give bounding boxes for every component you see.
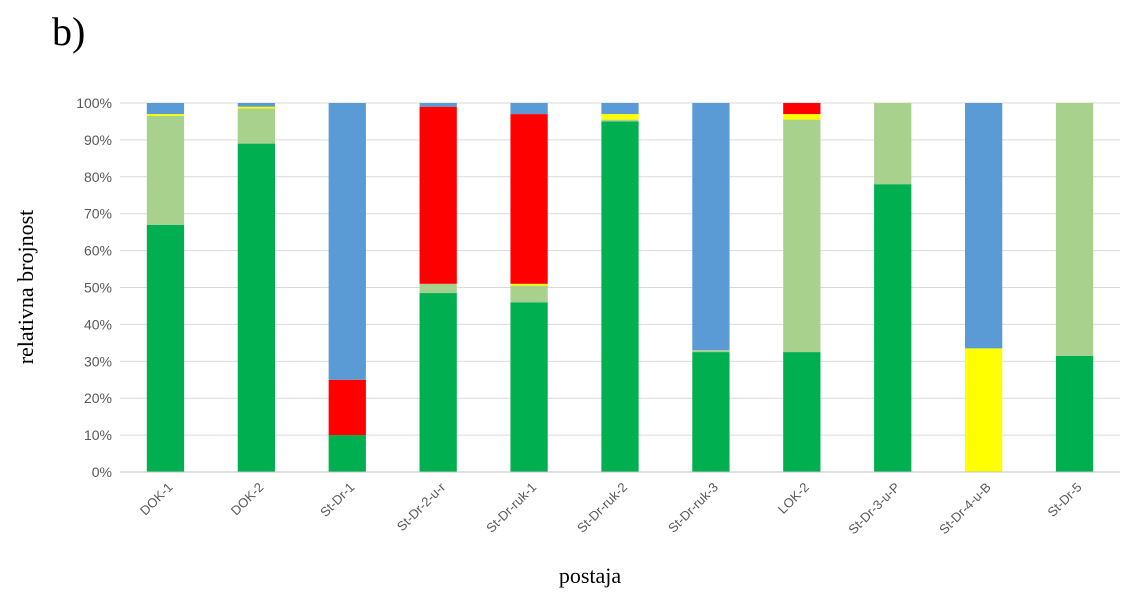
x-tick-label-DOK-2: DOK-2: [228, 480, 267, 519]
bar-segment-DOK-1-series-2: [146, 115, 185, 225]
bar-segment-St-Dr-2-u-r-series-4: [419, 106, 457, 284]
bar-segment-St-Dr-ruk-1-series-2: [510, 285, 548, 303]
y-tick-label-10: 10%: [84, 427, 112, 443]
bar-stack-DOK-2: [237, 103, 275, 472]
bar-stack-DOK-1: [146, 103, 185, 472]
y-tick-label-60: 60%: [84, 243, 112, 259]
x-tick-label-St-Dr-4-u-B: St-Dr-4-u-B: [936, 480, 994, 538]
x-axis-category-labels: DOK-1 DOK-2 St-Dr-1 St-Dr-2-u-r St-Dr-ruk-1 S…: [137, 479, 1085, 537]
bar-segment-St-Dr-ruk-3-series-1: [692, 352, 730, 472]
bar-segment-St-Dr-ruk-2-series-3: [601, 114, 639, 120]
bar-segment-St-Dr-4-u-B-series-5: [965, 103, 1003, 349]
x-tick-label-St-Dr-2-u-r: St-Dr-2-u-r: [394, 479, 449, 534]
bar-segment-St-Dr-2-u-r-series-2: [419, 283, 457, 294]
bar-segment-St-Dr-ruk-3-series-2: [692, 350, 730, 353]
bar-segment-LOK-2-series-4: [783, 103, 821, 115]
bar-segment-DOK-2-series-5: [237, 103, 275, 107]
bars: [146, 103, 1094, 472]
bar-segment-DOK-2-series-2: [237, 108, 275, 144]
bar-segment-St-Dr-ruk-1-series-1: [510, 302, 548, 472]
bar-segment-St-Dr-3-u-P-series-2: [874, 103, 912, 185]
bar-segment-St-Dr-2-u-r-series-5: [419, 103, 457, 107]
x-tick-label-St-Dr-ruk-2: St-Dr-ruk-2: [574, 480, 630, 536]
bar-segment-St-Dr-3-u-P-series-1: [874, 184, 912, 472]
bar-segment-St-Dr-ruk-2-series-1: [601, 121, 639, 472]
bar-stack-St-Dr-ruk-3: [692, 103, 730, 472]
bar-stack-St-Dr-1: [328, 103, 366, 472]
y-tick-label-70: 70%: [84, 206, 112, 222]
bar-segment-DOK-2-series-3: [237, 106, 275, 109]
y-axis-ticks: 0% 10% 20% 30% 40% 50% 60% 70% 80% 90% 100%: [76, 95, 112, 480]
bar-segment-St-Dr-ruk-1-series-5: [510, 103, 548, 115]
bar-segment-St-Dr-5-series-2: [1055, 103, 1094, 356]
y-tick-label-40: 40%: [84, 316, 112, 332]
bar-segment-LOK-2-series-2: [783, 119, 821, 353]
bar-stack-St-Dr-ruk-2: [601, 103, 639, 472]
bar-segment-St-Dr-ruk-2-series-5: [601, 103, 639, 115]
y-tick-label-90: 90%: [84, 132, 112, 148]
bar-segment-DOK-1-series-1: [146, 224, 185, 472]
bar-stack-St-Dr-ruk-1: [510, 103, 548, 472]
x-tick-label-St-Dr-3-u-P: St-Dr-3-u-P: [845, 480, 903, 538]
bar-stack-St-Dr-5: [1055, 103, 1094, 472]
bar-segment-St-Dr-4-u-B-series-3: [965, 348, 1003, 472]
bar-segment-LOK-2-series-1: [783, 352, 821, 472]
bar-stack-St-Dr-4-u-B: [965, 103, 1003, 472]
x-tick-label-St-Dr-1: St-Dr-1: [317, 480, 357, 520]
bar-segment-DOK-2-series-1: [237, 143, 275, 472]
bar-segment-St-Dr-ruk-1-series-4: [510, 114, 548, 284]
bar-segment-St-Dr-ruk-2-series-2: [601, 119, 639, 122]
bar-stack-St-Dr-3-u-P: [874, 103, 912, 472]
bar-segment-DOK-1-series-5: [146, 103, 185, 115]
bar-segment-LOK-2-series-3: [783, 114, 821, 120]
bar-stack-LOK-2: [783, 103, 821, 472]
x-tick-label-DOK-1: DOK-1: [137, 480, 176, 519]
x-tick-label-LOK-2: LOK-2: [775, 480, 812, 517]
bar-segment-St-Dr-5-series-1: [1055, 355, 1094, 472]
bar-segment-St-Dr-1-series-5: [328, 103, 366, 380]
bar-segment-DOK-1-series-3: [146, 114, 185, 116]
y-tick-label-0: 0%: [92, 464, 112, 480]
y-tick-label-100: 100%: [76, 95, 112, 111]
bar-segment-St-Dr-ruk-1-series-3: [510, 283, 548, 286]
bar-segment-St-Dr-2-u-r-series-1: [419, 293, 457, 472]
y-tick-label-20: 20%: [84, 390, 112, 406]
x-tick-label-St-Dr-ruk-1: St-Dr-ruk-1: [483, 480, 539, 536]
bar-segment-St-Dr-ruk-3-series-5: [692, 103, 730, 351]
panel-label: b): [52, 9, 86, 54]
bar-segment-St-Dr-1-series-1: [328, 435, 366, 472]
x-axis-title: postaja: [558, 563, 622, 588]
y-tick-label-30: 30%: [84, 353, 112, 369]
bar-segment-St-Dr-1-series-4: [328, 379, 366, 436]
y-tick-label-80: 80%: [84, 169, 112, 185]
bar-stack-St-Dr-2-u-r: [419, 103, 457, 472]
y-tick-label-50: 50%: [84, 280, 112, 296]
x-tick-label-St-Dr-ruk-3: St-Dr-ruk-3: [665, 480, 721, 536]
x-tick-label-St-Dr-5: St-Dr-5: [1044, 480, 1084, 520]
